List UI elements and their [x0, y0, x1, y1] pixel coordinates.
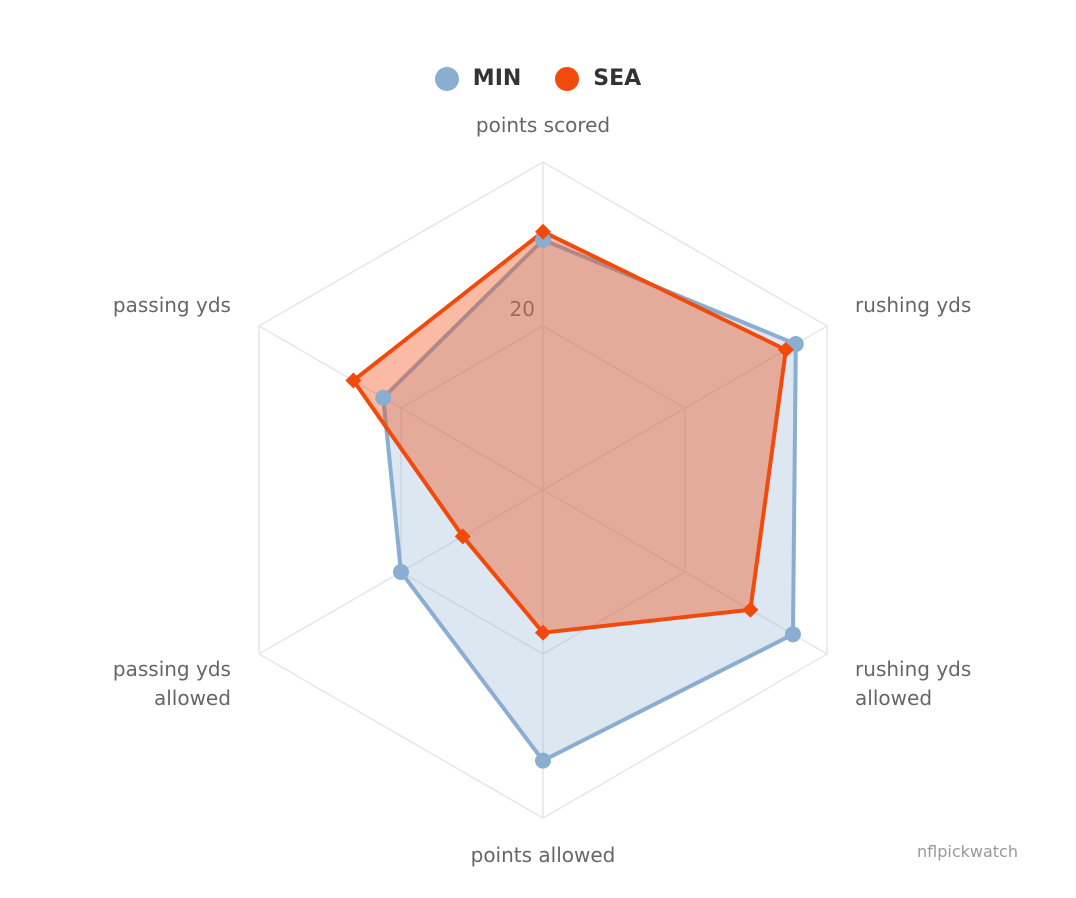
axis-label-3: rushing yds allowed	[855, 657, 971, 710]
axis-label-line: allowed	[855, 686, 932, 710]
legend-label-min: MIN	[472, 66, 522, 91]
grid-spoke-6	[258, 325, 544, 491]
legend-swatch-min	[434, 66, 459, 91]
radar-grid: 20	[258, 161, 828, 819]
axis-label-line: allowed	[154, 686, 231, 710]
axis-label-4: points allowed	[471, 843, 616, 867]
data-point-sea-3	[742, 601, 759, 618]
axis-label-line: passing yds	[113, 657, 231, 681]
radial-tick-label-1: 20	[510, 297, 535, 321]
legend-label-sea: SEA	[593, 66, 642, 91]
legend-item-sea[interactable]: SEA	[555, 66, 641, 91]
data-point-sea-4	[535, 624, 551, 641]
data-point-sea-1	[535, 223, 551, 240]
data-point-min-6	[375, 389, 392, 406]
axis-label-line: rushing yds	[855, 293, 971, 317]
axis-label-1: points scored	[476, 113, 610, 137]
axis-label-line: points scored	[476, 113, 610, 137]
legend: MIN SEA	[0, 66, 1076, 91]
radar-series	[345, 223, 804, 769]
grid-spoke-3	[542, 489, 828, 655]
data-point-sea-5	[454, 528, 471, 545]
axis-label-line: points allowed	[471, 843, 616, 867]
data-point-sea-2	[777, 341, 794, 358]
legend-item-min[interactable]: MIN	[434, 66, 522, 91]
radar-axis-labels: points scored rushing yds rushing yds allow…	[113, 113, 971, 867]
axis-label-2: rushing yds	[855, 293, 971, 317]
grid-spoke-2	[542, 325, 828, 491]
data-point-min-4	[535, 752, 551, 769]
data-point-min-3	[784, 626, 801, 643]
axis-label-5: passing yds allowed	[113, 657, 231, 710]
credit-text[interactable]: nflpickwatch	[917, 842, 1018, 861]
legend-swatch-sea	[555, 66, 580, 91]
axis-label-line: passing yds	[113, 293, 231, 317]
axis-label-6: passing yds	[113, 293, 231, 317]
axis-label-line: rushing yds	[855, 657, 971, 681]
data-point-min-5	[392, 564, 409, 580]
data-point-min-1	[535, 231, 551, 248]
data-point-sea-6	[345, 372, 362, 389]
